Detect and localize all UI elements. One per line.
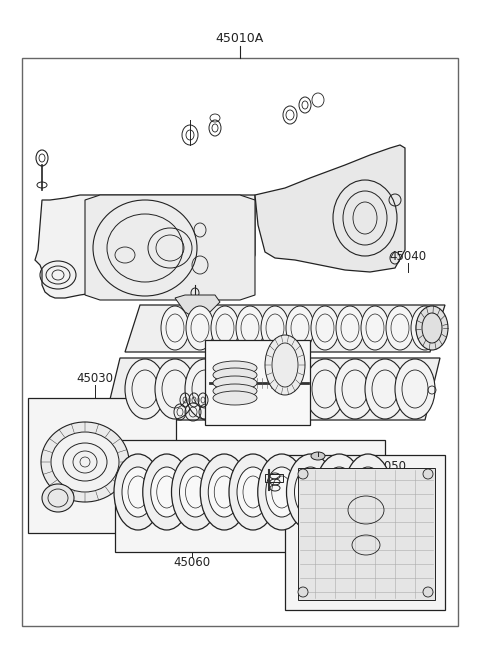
Ellipse shape	[51, 432, 119, 492]
Ellipse shape	[311, 306, 339, 350]
Ellipse shape	[411, 306, 439, 350]
Ellipse shape	[161, 306, 189, 350]
Ellipse shape	[229, 454, 277, 530]
Ellipse shape	[265, 335, 305, 395]
Ellipse shape	[41, 422, 129, 502]
Bar	[28, 398, 176, 533]
Ellipse shape	[180, 467, 212, 517]
Ellipse shape	[298, 469, 308, 479]
Ellipse shape	[336, 306, 364, 350]
Polygon shape	[105, 358, 440, 420]
Polygon shape	[125, 305, 445, 352]
Polygon shape	[255, 145, 405, 272]
Polygon shape	[85, 195, 255, 300]
Ellipse shape	[286, 306, 314, 350]
Text: 45050: 45050	[370, 460, 407, 472]
Ellipse shape	[215, 359, 255, 419]
Ellipse shape	[258, 454, 306, 530]
Ellipse shape	[344, 454, 392, 530]
Ellipse shape	[208, 467, 240, 517]
Ellipse shape	[365, 359, 405, 419]
Ellipse shape	[213, 361, 257, 375]
Ellipse shape	[236, 306, 264, 350]
Ellipse shape	[213, 368, 257, 382]
Ellipse shape	[323, 467, 355, 517]
Ellipse shape	[125, 359, 165, 419]
Ellipse shape	[155, 359, 195, 419]
Text: 45030: 45030	[76, 371, 113, 384]
Ellipse shape	[298, 587, 308, 597]
Text: 45040: 45040	[389, 250, 427, 263]
Bar	[265, 474, 283, 482]
Ellipse shape	[295, 467, 326, 517]
Ellipse shape	[261, 306, 289, 350]
Ellipse shape	[185, 359, 225, 419]
Ellipse shape	[171, 454, 219, 530]
Ellipse shape	[287, 454, 335, 530]
Ellipse shape	[213, 376, 257, 390]
Ellipse shape	[122, 467, 154, 517]
Ellipse shape	[213, 391, 257, 405]
Ellipse shape	[423, 587, 433, 597]
Ellipse shape	[245, 359, 285, 419]
Ellipse shape	[151, 467, 183, 517]
Bar	[22, 58, 458, 626]
Polygon shape	[298, 468, 435, 600]
Ellipse shape	[315, 454, 363, 530]
Ellipse shape	[143, 454, 191, 530]
Ellipse shape	[416, 306, 448, 350]
Bar	[285, 455, 445, 610]
Polygon shape	[205, 340, 310, 425]
Ellipse shape	[275, 359, 315, 419]
Ellipse shape	[423, 469, 433, 479]
Text: 45010A: 45010A	[216, 31, 264, 45]
Ellipse shape	[311, 452, 325, 460]
Ellipse shape	[395, 359, 435, 419]
Ellipse shape	[361, 306, 389, 350]
Ellipse shape	[213, 384, 257, 398]
Ellipse shape	[352, 467, 384, 517]
Ellipse shape	[114, 454, 162, 530]
Ellipse shape	[211, 306, 239, 350]
Ellipse shape	[200, 454, 248, 530]
Bar	[115, 440, 385, 552]
Ellipse shape	[186, 306, 214, 350]
Ellipse shape	[42, 484, 74, 512]
Ellipse shape	[386, 306, 414, 350]
Polygon shape	[35, 195, 255, 298]
Ellipse shape	[266, 467, 298, 517]
Ellipse shape	[237, 467, 269, 517]
Text: 45060: 45060	[173, 555, 211, 569]
Ellipse shape	[305, 359, 345, 419]
Polygon shape	[175, 295, 220, 318]
Ellipse shape	[335, 359, 375, 419]
